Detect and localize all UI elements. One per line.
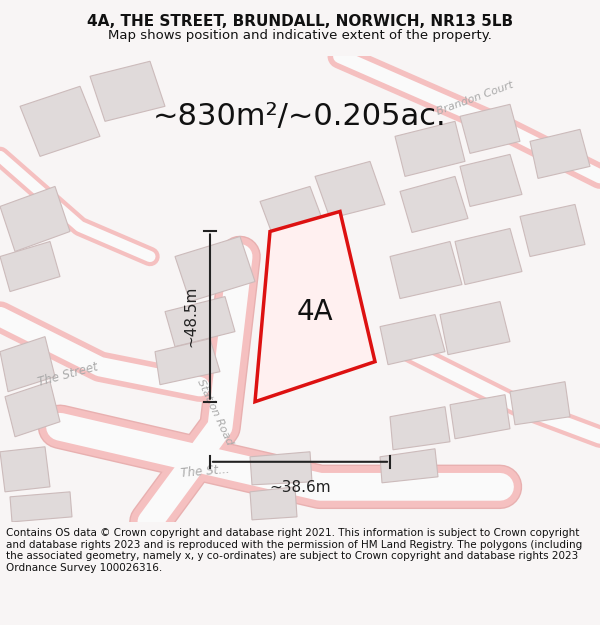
Polygon shape	[460, 154, 522, 206]
Polygon shape	[155, 339, 220, 385]
Polygon shape	[510, 382, 570, 425]
Polygon shape	[0, 447, 50, 492]
Polygon shape	[175, 236, 255, 302]
Polygon shape	[10, 492, 72, 522]
Polygon shape	[20, 86, 100, 156]
Text: The Street: The Street	[37, 361, 100, 389]
Polygon shape	[460, 104, 520, 153]
Polygon shape	[260, 186, 325, 241]
Polygon shape	[0, 241, 60, 292]
Polygon shape	[530, 129, 590, 178]
Text: Contains OS data © Crown copyright and database right 2021. This information is : Contains OS data © Crown copyright and d…	[6, 528, 582, 573]
Text: Station Road: Station Road	[196, 377, 235, 446]
Polygon shape	[450, 395, 510, 439]
Polygon shape	[5, 382, 60, 437]
Polygon shape	[250, 452, 312, 485]
Polygon shape	[400, 176, 468, 232]
Polygon shape	[90, 61, 165, 121]
Text: The St...: The St...	[180, 463, 230, 481]
Text: ~48.5m: ~48.5m	[183, 286, 198, 348]
Text: 4A: 4A	[296, 298, 334, 326]
Polygon shape	[0, 337, 55, 392]
Polygon shape	[315, 161, 385, 219]
Polygon shape	[395, 121, 465, 176]
Polygon shape	[250, 487, 297, 520]
Text: Brandon Court: Brandon Court	[435, 80, 515, 117]
Polygon shape	[520, 204, 585, 256]
Text: 4A, THE STREET, BRUNDALL, NORWICH, NR13 5LB: 4A, THE STREET, BRUNDALL, NORWICH, NR13 …	[87, 14, 513, 29]
Polygon shape	[390, 241, 462, 299]
Polygon shape	[455, 229, 522, 284]
Polygon shape	[440, 302, 510, 354]
Polygon shape	[165, 297, 235, 347]
Polygon shape	[255, 211, 375, 402]
Polygon shape	[380, 449, 438, 483]
Polygon shape	[390, 407, 450, 450]
Text: Map shows position and indicative extent of the property.: Map shows position and indicative extent…	[108, 29, 492, 42]
Polygon shape	[380, 314, 445, 364]
Text: ~38.6m: ~38.6m	[269, 480, 331, 495]
Polygon shape	[0, 186, 70, 251]
Text: ~830m²/~0.205ac.: ~830m²/~0.205ac.	[153, 102, 447, 131]
